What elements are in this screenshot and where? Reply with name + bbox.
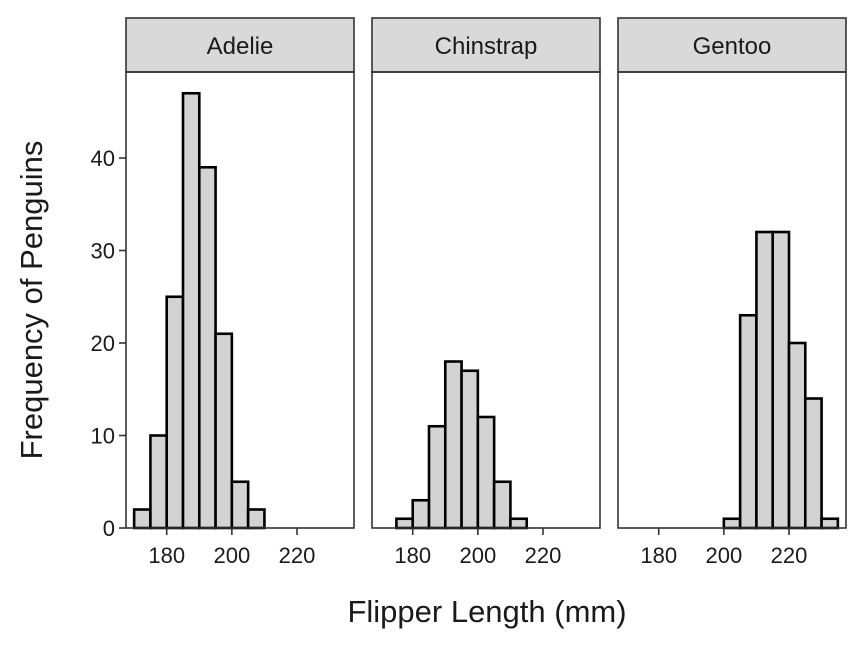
histogram-bar: [149, 434, 169, 530]
histogram-bar: [411, 498, 431, 530]
histogram-bar: [738, 313, 758, 530]
x-tick-label: 180: [640, 543, 677, 568]
facet-chinstrap: Chinstrap 180 200 220: [371, 17, 601, 568]
facet-label-chinstrap: Chinstrap: [435, 33, 538, 60]
histogram-bar: [476, 415, 496, 530]
histogram-bar: [181, 91, 201, 530]
y-tick-label: 0: [103, 516, 115, 541]
histogram-bar: [820, 517, 840, 530]
histogram-bar: [132, 508, 152, 530]
panel-border-gentoo: [617, 71, 847, 529]
y-axis-title: Frequency of Penguins: [14, 141, 49, 460]
histogram-bar: [722, 517, 742, 530]
x-tick-label: 180: [148, 543, 185, 568]
y-tick-label: 40: [91, 146, 115, 171]
histogram-bar: [214, 332, 234, 530]
facet-panels: Adelie 180 200 220 Chinstrap 180 200 220 Gentoo 1…: [125, 17, 847, 568]
histogram-bar: [492, 480, 512, 530]
histogram-bar: [460, 369, 480, 530]
facet-strip-adelie: [125, 17, 355, 73]
y-tick-label: 10: [91, 424, 115, 449]
facet-label-adelie: Adelie: [207, 33, 274, 60]
histogram-bar: [395, 517, 415, 530]
histogram-bar: [427, 424, 447, 530]
facet-gentoo: Gentoo 180 200 220: [617, 17, 847, 568]
x-tick-label: 220: [771, 543, 808, 568]
y-tick-label: 20: [91, 331, 115, 356]
facet-label-gentoo: Gentoo: [693, 33, 772, 60]
histogram-bar: [803, 397, 823, 530]
x-tick-label: 180: [394, 543, 431, 568]
histogram-bar: [755, 230, 775, 530]
panel-border-adelie: [125, 71, 355, 529]
x-tick-label: 220: [279, 543, 316, 568]
x-tick-label: 200: [459, 543, 496, 568]
facet-strip-chinstrap: [371, 17, 601, 73]
histogram-bar: [771, 230, 791, 530]
x-axis-title: Flipper Length (mm): [347, 594, 626, 629]
facet-adelie: Adelie 180 200 220: [125, 17, 355, 568]
x-tick-label: 200: [213, 543, 250, 568]
panel-border-chinstrap: [371, 71, 601, 529]
histogram-bar: [230, 480, 250, 530]
histogram-bar: [787, 341, 807, 530]
histogram-bar: [197, 165, 217, 530]
histogram-bar: [443, 360, 463, 530]
histogram-bar: [165, 295, 185, 530]
y-tick-label: 30: [91, 239, 115, 264]
histogram-bar: [246, 508, 266, 530]
histogram-bar: [509, 517, 529, 530]
y-axis: 0 10 20 30 40: [91, 146, 126, 541]
x-tick-label: 220: [525, 543, 562, 568]
x-tick-label: 200: [705, 543, 742, 568]
